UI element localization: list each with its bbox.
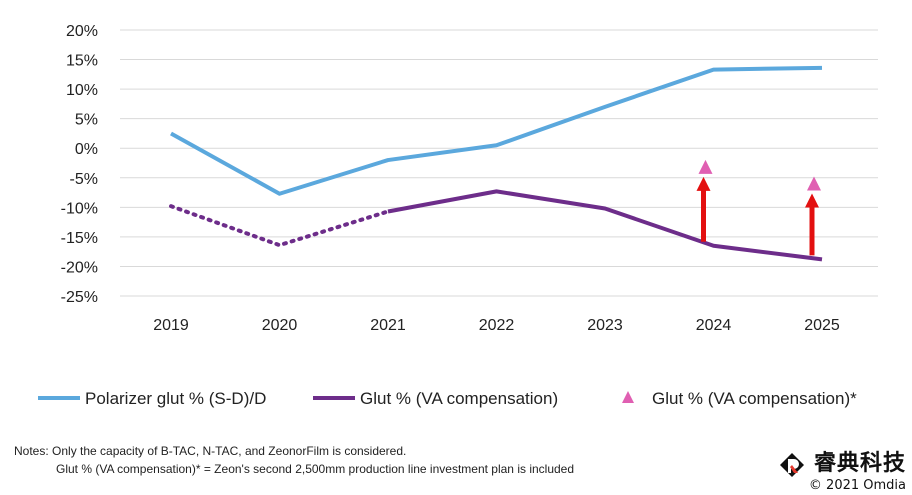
triangle-marker [807, 176, 821, 191]
x-tick-label: 2020 [262, 317, 298, 334]
notes: Notes: Only the capacity of B-TAC, N-TAC… [14, 442, 574, 478]
y-tick-label: -20% [61, 259, 98, 276]
brand-logo-icon [779, 453, 804, 477]
y-axis-ticks: 20% 15% 10% 5% 0% -5% -10% -15% -20% -25% [61, 23, 98, 306]
y-tick-label: 0% [75, 141, 98, 158]
x-tick-label: 2022 [479, 317, 515, 334]
gridlines [120, 29, 878, 297]
y-tick-label: 10% [66, 82, 98, 99]
y-tick-label: 15% [66, 53, 98, 70]
legend: Polarizer glut % (S-D)/D Glut % (VA comp… [38, 389, 857, 408]
series-line-va [387, 189, 823, 262]
legend-label-va: Glut % (VA compensation) [360, 389, 558, 408]
series-layer [169, 65, 823, 262]
x-axis-ticks: 2019 2020 2021 2022 2023 2024 2025 [153, 317, 840, 334]
x-tick-label: 2023 [587, 317, 623, 334]
notes-line-2: Glut % (VA compensation)* = Zeon's secon… [56, 462, 575, 476]
notes-line-1: Notes: Only the capacity of B-TAC, N-TAC… [14, 444, 407, 458]
x-tick-label: 2024 [696, 317, 732, 334]
legend-label-polarizer: Polarizer glut % (S-D)/D [85, 389, 266, 408]
y-tick-label: -15% [61, 230, 98, 247]
triangle-marker [698, 159, 713, 174]
x-tick-label: 2019 [153, 317, 189, 334]
y-tick-label: -10% [61, 200, 98, 217]
x-tick-label: 2025 [804, 317, 840, 334]
chart: 20% 15% 10% 5% 0% -5% -10% -15% -20% -25% 2019 202… [38, 23, 878, 408]
y-tick-label: 5% [75, 112, 98, 129]
watermark: 睿典科技 © 2021 Omdia [779, 445, 906, 493]
x-tick-label: 2021 [370, 317, 406, 334]
y-tick-label: -25% [61, 289, 98, 306]
legend-label-va-star: Glut % (VA compensation)* [652, 389, 857, 408]
series-line-va-dotted [169, 204, 390, 248]
series-line-polarizer [170, 65, 823, 196]
legend-swatch-va-star [622, 391, 634, 403]
y-tick-label: -5% [70, 171, 98, 188]
arrow-head [805, 193, 819, 208]
copyright: © 2021 Omdia [808, 478, 906, 493]
arrow-head [696, 176, 711, 191]
y-tick-label: 20% [66, 23, 98, 40]
brand-name: 睿典科技 [813, 450, 906, 476]
